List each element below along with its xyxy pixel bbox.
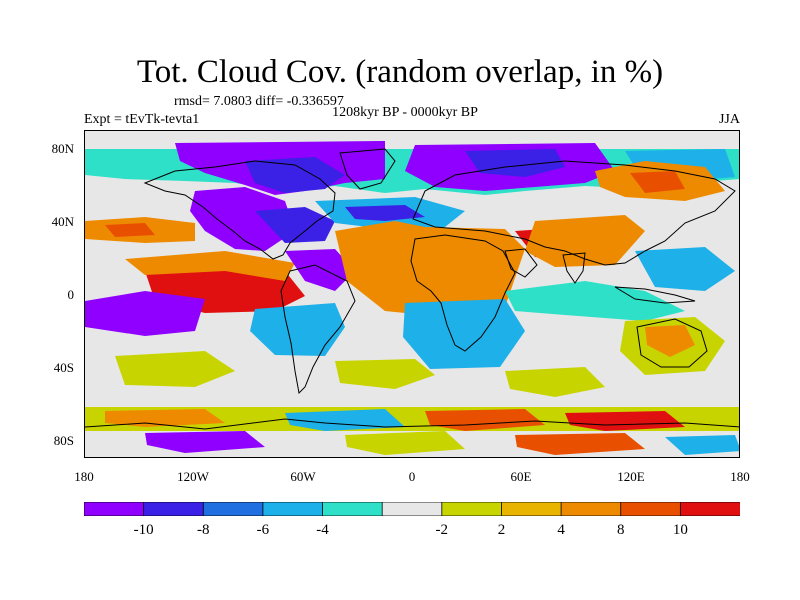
colorbar-tick-label: 8	[616, 522, 625, 538]
coastline-australia	[636, 318, 708, 368]
anomaly-region	[255, 207, 335, 243]
anomaly-region	[465, 149, 565, 177]
anomaly-region	[115, 351, 235, 387]
coastline-africa	[410, 234, 516, 352]
anomaly-region	[345, 205, 425, 221]
anomaly-region	[515, 433, 645, 455]
coastline-indonesia	[614, 286, 696, 304]
anomaly-region	[190, 187, 295, 251]
lon-tick-label: 120E	[617, 469, 645, 484]
colorbar-swatch	[322, 502, 384, 516]
colorbar-swatch	[441, 502, 503, 516]
lon-tick-label: 180	[74, 469, 94, 484]
coastline-south-america	[280, 264, 356, 395]
colorbar-tick-label: -10	[133, 522, 154, 538]
anomaly-region	[525, 215, 645, 267]
map-plot-area	[84, 130, 740, 458]
anomaly-region	[285, 249, 355, 291]
colorbar	[84, 502, 740, 516]
anomaly-region	[335, 221, 525, 317]
colorbar-swatch	[501, 502, 562, 516]
lon-tick-label: 120W	[177, 469, 209, 484]
colorbar-swatch	[560, 502, 622, 516]
anomaly-region	[403, 299, 525, 369]
coastline-greenland	[339, 148, 396, 190]
anomaly-region	[125, 251, 295, 281]
period-text: 1208kyr BP - 0000kyr BP	[332, 105, 478, 120]
anomaly-region	[635, 247, 735, 291]
map-title: Tot. Cloud Cov. (random overlap, in %)	[136, 54, 664, 90]
coastline-arabia	[504, 248, 538, 278]
anomaly-region	[145, 431, 265, 453]
colorbar-swatch	[679, 502, 740, 516]
lat-tick-label: 80N	[51, 141, 74, 156]
coastline-north-america	[143, 160, 336, 260]
lat-tick-label: 40N	[51, 214, 74, 229]
anomaly-region	[645, 325, 695, 357]
lon-tick-label: 0	[408, 469, 416, 484]
colorbar-swatch	[202, 502, 264, 516]
anomaly-field	[85, 141, 739, 457]
colorbar-tick-label: -8	[197, 522, 210, 538]
anomaly-region	[245, 157, 345, 193]
colorbar-tick-label: -2	[435, 522, 449, 538]
anomaly-region	[565, 411, 685, 431]
colorbar-tick-label: -6	[256, 522, 270, 538]
lat-tick-label: 40S	[53, 360, 74, 375]
lat-tick-label: 0	[67, 287, 75, 302]
lon-tick-label: 60W	[290, 469, 316, 484]
anomaly-region	[665, 435, 739, 455]
anomaly-region	[105, 409, 225, 427]
colorbar-tick-label: -4	[316, 522, 329, 538]
colorbar-tick-label: 4	[557, 522, 565, 538]
colorbar-tick-label: 2	[497, 522, 506, 538]
coastline-india	[562, 252, 586, 284]
colorbar-tick-label: 10	[672, 522, 688, 538]
statistics-text: rmsd= 7.0803 diff= -0.336597	[174, 94, 344, 109]
lat-tick-label: 80S	[53, 433, 74, 448]
lon-tick-label: 60E	[510, 469, 532, 484]
anomaly-region	[250, 303, 345, 356]
anomaly-region	[630, 171, 685, 193]
cloud-anomaly-map	[85, 141, 739, 457]
anomaly-region	[345, 431, 465, 455]
anomaly-region	[505, 367, 605, 397]
colorbar-swatch	[143, 502, 205, 516]
anomaly-region	[285, 409, 405, 431]
colorbar-swatch	[84, 502, 145, 516]
anomaly-region	[335, 359, 435, 389]
colorbar-swatch	[620, 502, 682, 516]
anomaly-region	[505, 281, 685, 321]
colorbar-swatch	[381, 502, 443, 516]
lon-tick-label: 180	[730, 469, 750, 484]
coastline-antarctica	[85, 418, 739, 430]
coastline-eurasia	[412, 160, 736, 266]
anomaly-region	[105, 223, 155, 237]
season-text: JJA	[718, 112, 740, 127]
coastlines	[85, 148, 739, 430]
colorbar-swatch	[262, 502, 324, 516]
anomaly-region	[85, 291, 205, 336]
experiment-text: Expt = tEvTk-tevta1	[84, 112, 200, 127]
